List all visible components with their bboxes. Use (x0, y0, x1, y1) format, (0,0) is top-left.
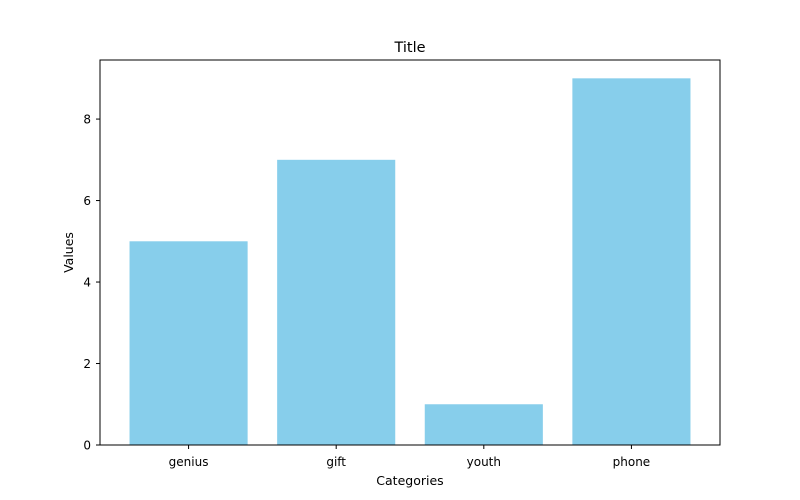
y-axis-ticks: 0 2 4 6 8 (83, 113, 100, 453)
bar-youth (424, 404, 543, 445)
y-tick-label: 4 (83, 276, 91, 290)
bar-gift (277, 159, 396, 445)
y-tick-label: 0 (83, 439, 91, 453)
bars-group (129, 78, 691, 445)
x-tick-label: youth (467, 455, 501, 469)
bar-genius (129, 241, 248, 445)
x-tick-label: genius (169, 455, 209, 469)
x-axis-ticks: genius gift youth phone (169, 445, 651, 469)
y-tick-label: 8 (83, 113, 91, 127)
bar-phone (572, 78, 691, 445)
x-tick-label: phone (613, 455, 651, 469)
x-tick-label: gift (326, 455, 346, 469)
chart-title: Title (393, 40, 425, 56)
plot-frame (99, 59, 721, 446)
y-axis-label: Values (61, 232, 76, 273)
x-axis-label: Categories (376, 473, 443, 488)
y-tick-label: 2 (83, 357, 91, 371)
y-tick-label: 6 (83, 194, 91, 208)
